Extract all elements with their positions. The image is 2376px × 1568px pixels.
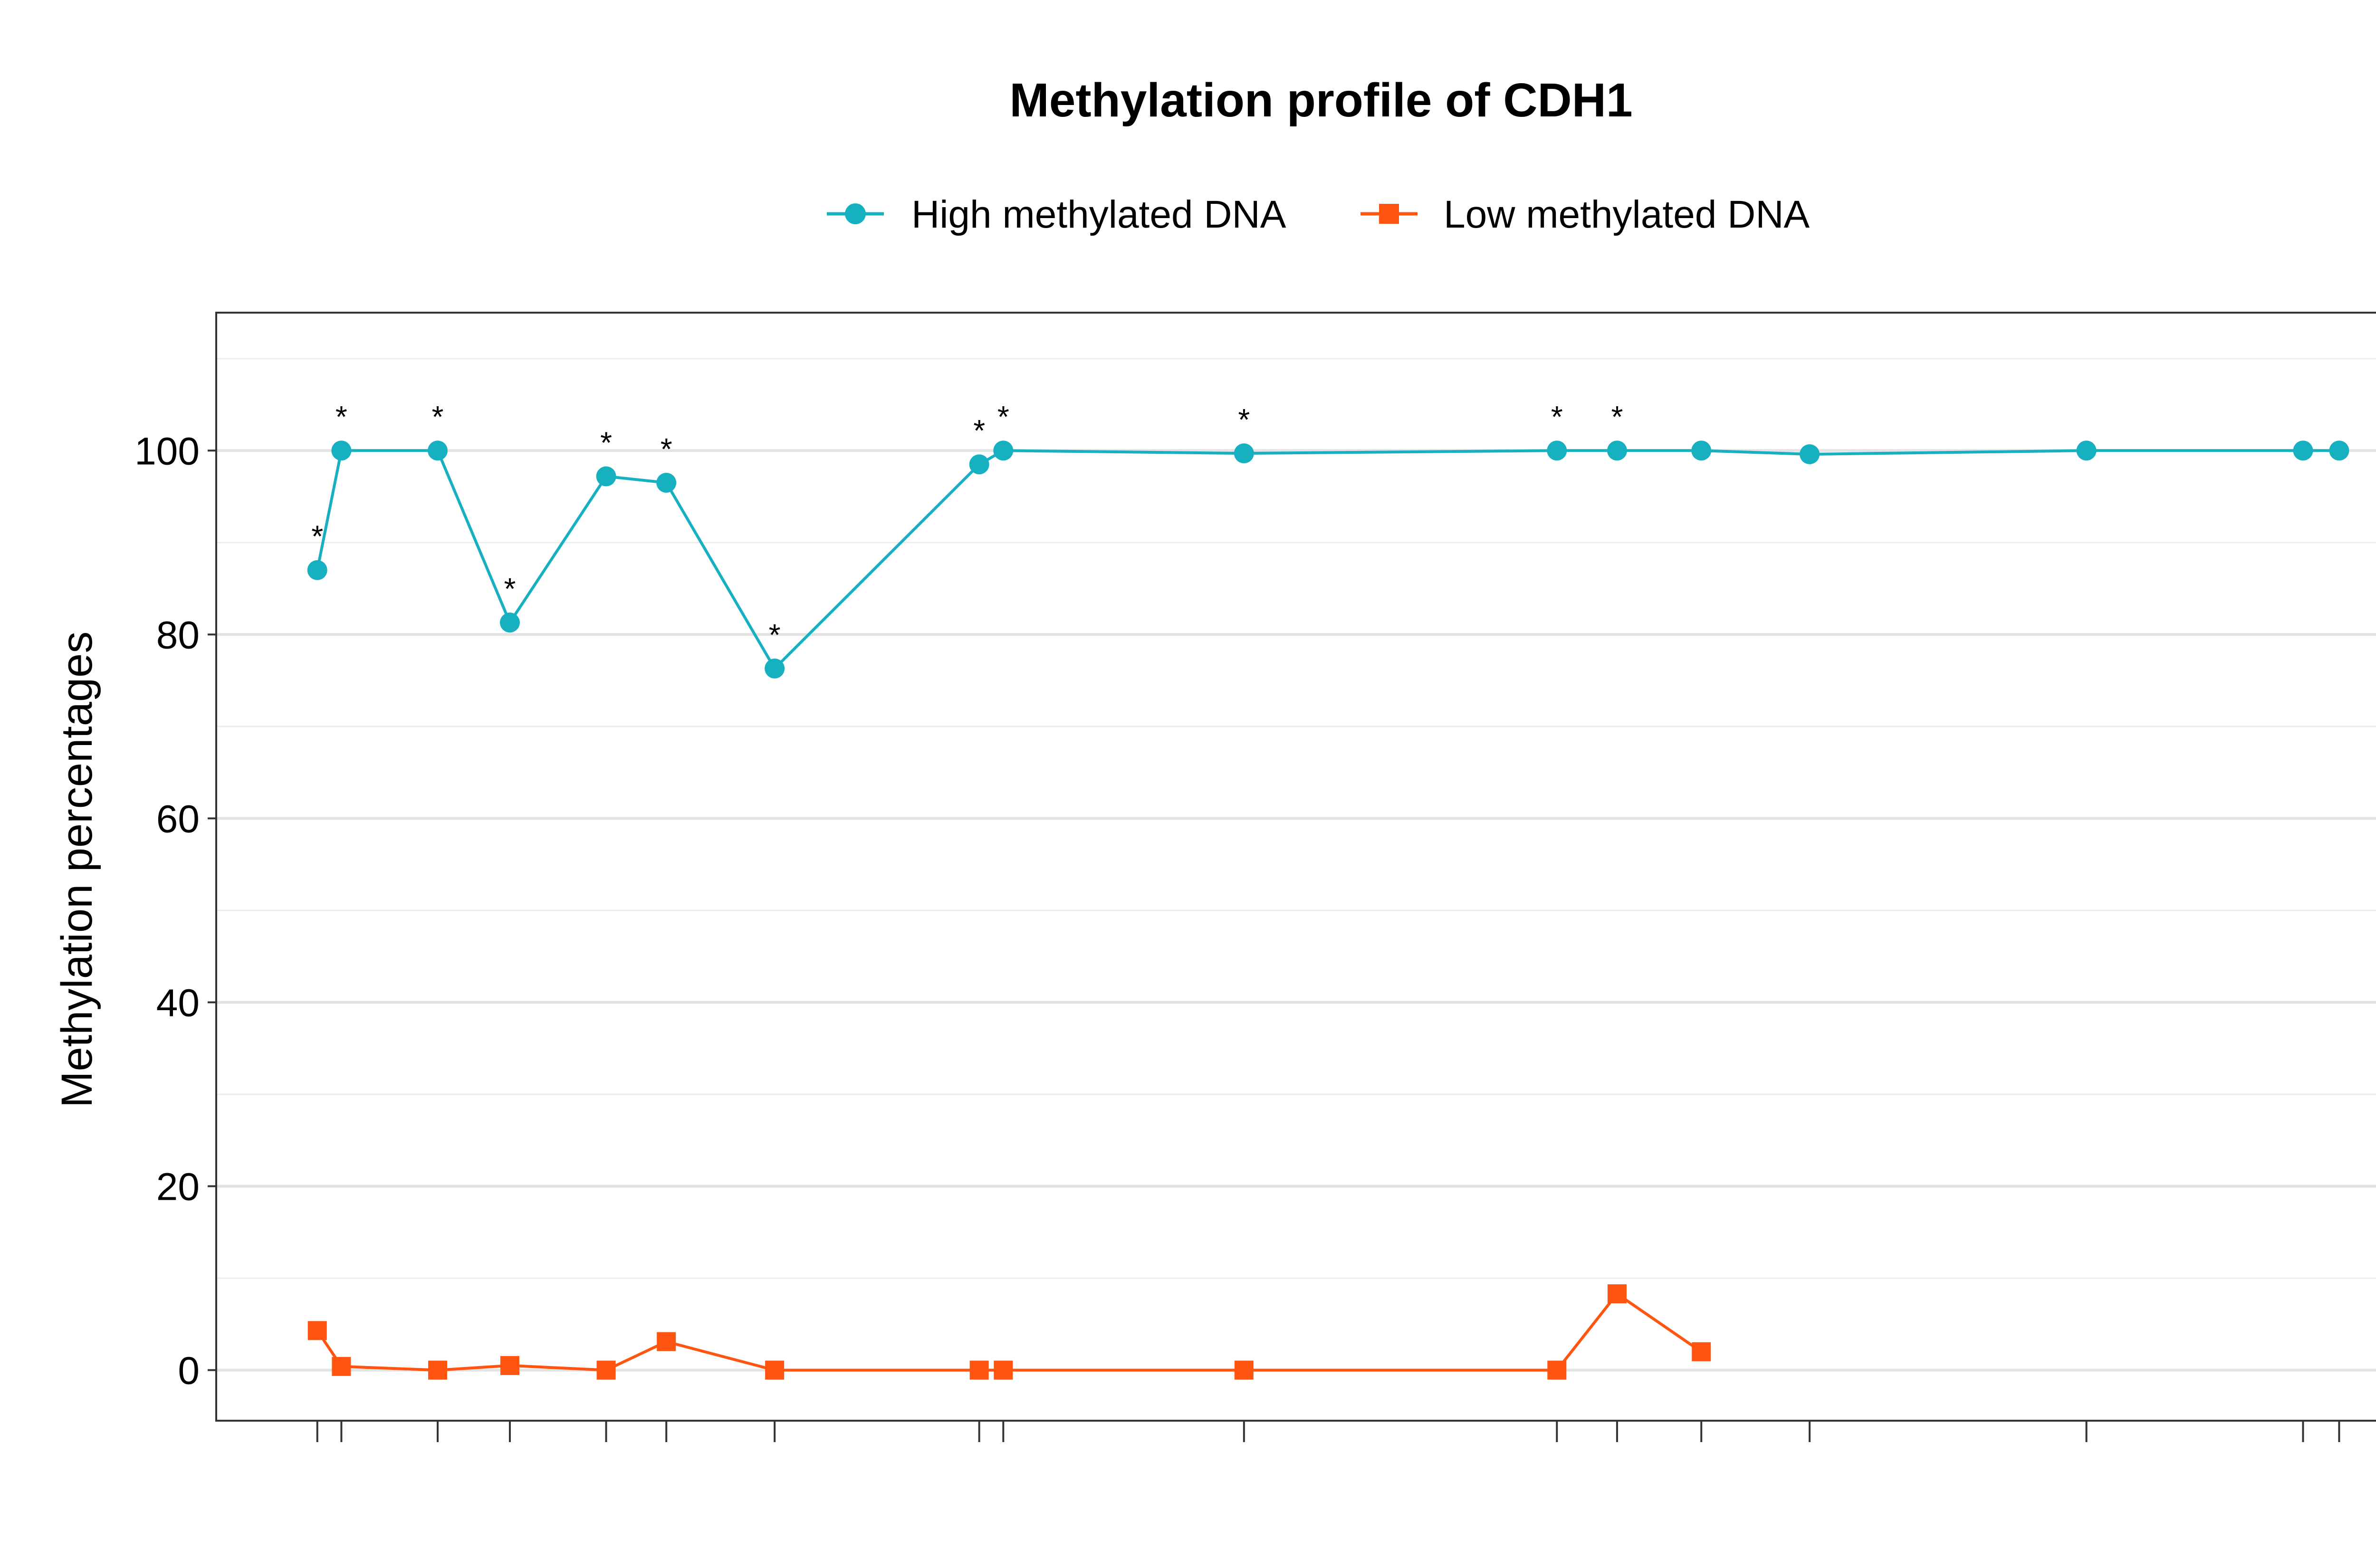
data-point-low [428, 1360, 447, 1380]
y-axis: 0 20 40 60 80 100 [134, 430, 216, 1393]
significance-annotations: * * * * * * * * * * * * [311, 400, 1623, 652]
data-point-high [1547, 440, 1567, 461]
legend: High methylated DNA Low methylated DNA [827, 193, 1810, 236]
y-tick-label: 40 [156, 981, 200, 1024]
y-tick-label: 20 [156, 1166, 200, 1209]
y-axis-label: Methylation percentages [53, 631, 101, 1108]
significance-marker: * [1551, 400, 1563, 434]
legend-marker-low [1379, 204, 1399, 224]
significance-marker: * [769, 618, 781, 652]
significance-marker: * [661, 432, 672, 466]
data-point-high [427, 440, 448, 461]
data-point-low [307, 1321, 327, 1340]
data-point-low [500, 1356, 519, 1375]
data-point-low [1234, 1360, 1254, 1380]
significance-marker: * [335, 400, 347, 434]
y-tick-label: 60 [156, 797, 200, 841]
significance-marker: * [1611, 400, 1623, 434]
data-point-low [596, 1360, 616, 1380]
data-point-high [499, 612, 520, 633]
y-tick-label: 80 [156, 613, 200, 657]
data-point-high [993, 440, 1014, 461]
data-point-high [331, 440, 352, 461]
plot-panel [216, 313, 2376, 1421]
data-point-high [1607, 440, 1627, 461]
data-point-low [657, 1332, 676, 1351]
x-axis [316, 1421, 2340, 1442]
data-point-high [656, 473, 677, 493]
data-point-high [969, 454, 989, 475]
data-point-high [2076, 440, 2097, 461]
significance-marker: * [504, 572, 516, 606]
data-point-low [1547, 1360, 1567, 1380]
legend-label-high: High methylated DNA [911, 193, 1286, 236]
significance-marker: * [1238, 402, 1250, 437]
significance-marker: * [997, 400, 1009, 434]
data-point-high [307, 560, 327, 580]
legend-item-high: High methylated DNA [827, 193, 1286, 236]
data-point-high [1691, 440, 1712, 461]
data-point-high [596, 466, 616, 487]
significance-marker: * [973, 413, 985, 448]
significance-marker: * [311, 519, 323, 554]
data-point-low [994, 1360, 1013, 1380]
legend-label-low: Low methylated DNA [1444, 193, 1810, 236]
y-tick-label: 0 [178, 1349, 200, 1393]
data-point-low [765, 1360, 785, 1380]
plot-border [215, 312, 2376, 1422]
significance-marker: * [432, 400, 444, 434]
data-point-high [765, 658, 785, 679]
data-point-low [1692, 1342, 1711, 1361]
data-point-high [1800, 444, 1820, 465]
y-tick-label: 100 [134, 430, 200, 473]
data-point-high [2293, 440, 2313, 461]
data-point-high [1234, 443, 1254, 464]
series [307, 440, 2349, 1380]
chart-title: Methylation profile of CDH1 [1009, 74, 1632, 127]
data-point-low [332, 1357, 351, 1376]
data-point-high [2329, 440, 2349, 461]
significance-marker: * [600, 425, 612, 459]
data-point-low [1607, 1284, 1627, 1303]
legend-marker-high [845, 203, 866, 224]
data-point-low [969, 1360, 989, 1380]
legend-item-low: Low methylated DNA [1360, 193, 1810, 236]
